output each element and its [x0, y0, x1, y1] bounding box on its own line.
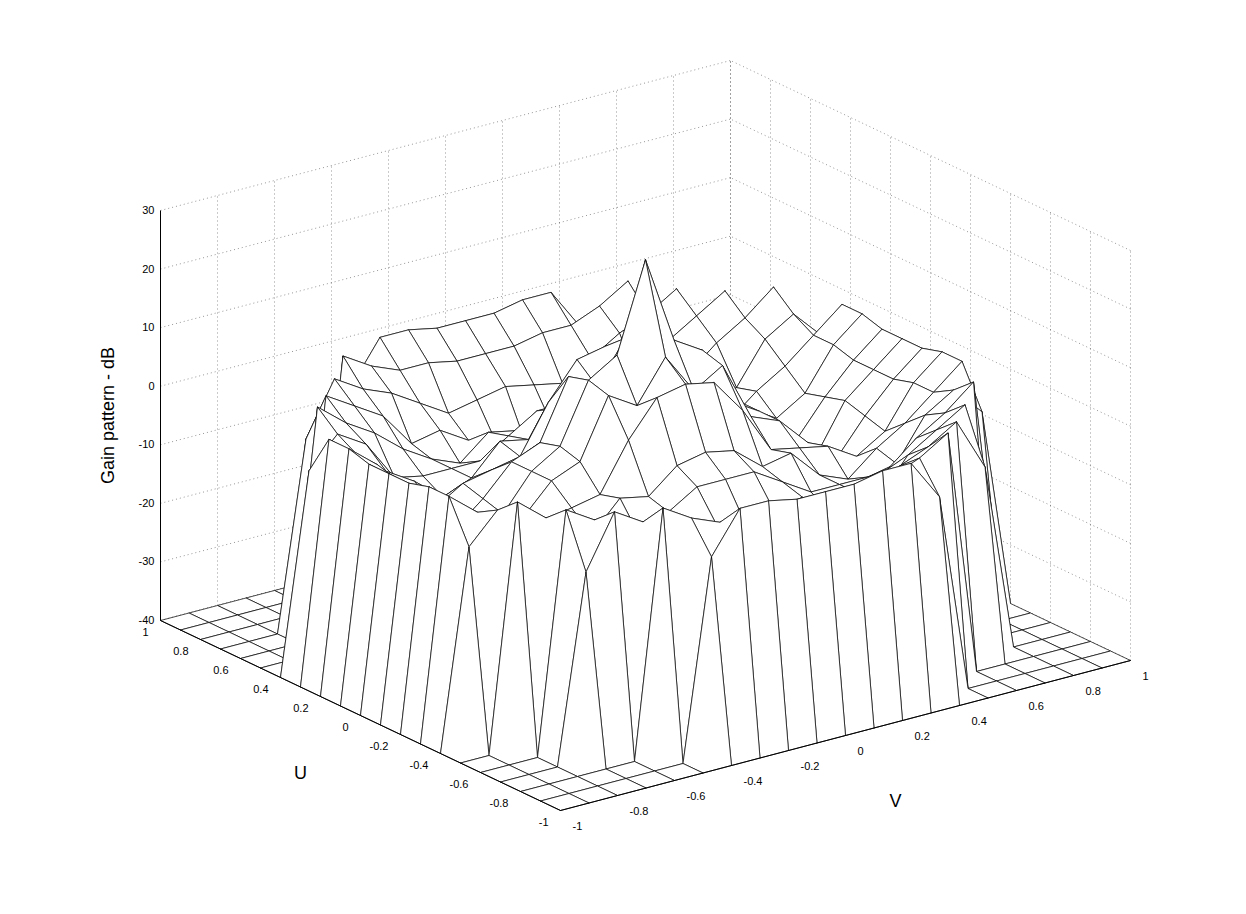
- svg-text:-0.6: -0.6: [687, 790, 706, 802]
- svg-text:-0.2: -0.2: [801, 760, 820, 772]
- svg-text:U: U: [294, 763, 307, 783]
- svg-text:0: 0: [342, 721, 348, 733]
- svg-text:-30: -30: [139, 555, 155, 567]
- svg-text:Gain pattern - dB: Gain pattern - dB: [98, 347, 118, 484]
- svg-text:20: 20: [142, 263, 154, 275]
- svg-text:0.2: 0.2: [915, 730, 930, 742]
- svg-text:-0.6: -0.6: [450, 778, 469, 790]
- svg-text:-10: -10: [139, 438, 155, 450]
- svg-text:-1: -1: [539, 816, 549, 828]
- svg-text:0.4: 0.4: [972, 715, 987, 727]
- svg-text:-1: -1: [573, 820, 583, 832]
- svg-text:0: 0: [148, 380, 154, 392]
- svg-text:0.8: 0.8: [1086, 685, 1101, 697]
- svg-text:0: 0: [858, 745, 864, 757]
- svg-text:0.4: 0.4: [253, 683, 268, 695]
- svg-text:-20: -20: [139, 497, 155, 509]
- svg-text:30: 30: [142, 204, 154, 216]
- svg-text:V: V: [889, 791, 901, 811]
- svg-text:0.6: 0.6: [213, 664, 228, 676]
- svg-text:1: 1: [1143, 670, 1149, 682]
- svg-text:10: 10: [142, 321, 154, 333]
- svg-text:-0.8: -0.8: [630, 805, 649, 817]
- svg-text:-0.8: -0.8: [490, 797, 509, 809]
- svg-text:0.8: 0.8: [173, 645, 188, 657]
- svg-text:-0.4: -0.4: [744, 775, 763, 787]
- svg-text:-0.2: -0.2: [370, 740, 389, 752]
- svg-text:-0.4: -0.4: [410, 759, 429, 771]
- svg-text:0.2: 0.2: [293, 702, 308, 714]
- svg-text:0.6: 0.6: [1029, 700, 1044, 712]
- svg-text:1: 1: [142, 626, 148, 638]
- svg-text:-40: -40: [139, 614, 155, 626]
